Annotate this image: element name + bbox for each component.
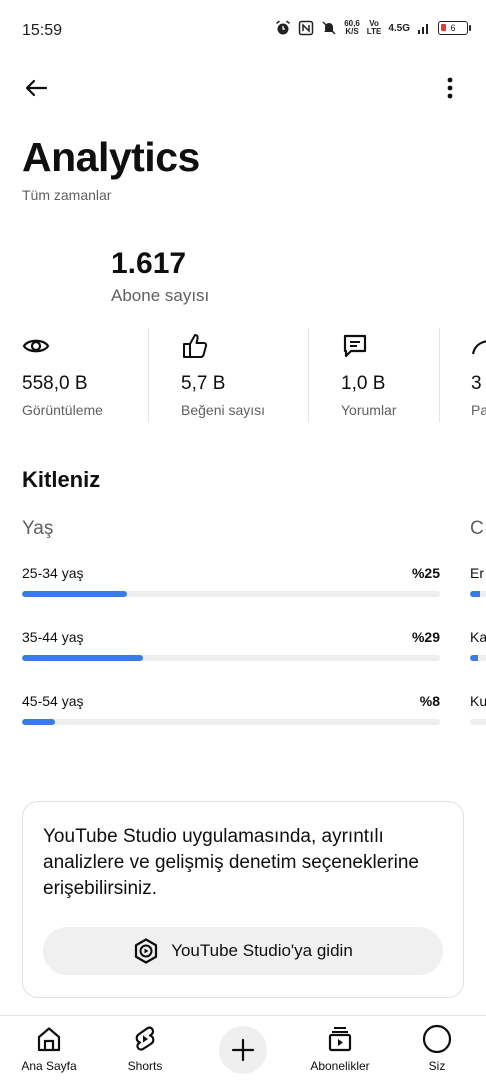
status-icons: 60,6 K/S Vo LTE 4.5G 6 (275, 19, 471, 36)
metric-divider (308, 328, 309, 422)
volte-indicator: Vo LTE (366, 19, 382, 36)
nav-home[interactable]: Ana Sayfa (9, 1016, 89, 1080)
metric-divider (439, 328, 440, 422)
age-percentage: %8 (419, 693, 440, 709)
age-bar-track (22, 591, 440, 597)
gender-bar-track (470, 655, 486, 661)
status-bar: 15:59 60,6 K/S Vo LTE 4.5G 6 (0, 0, 486, 60)
age-bar-track (22, 719, 440, 725)
battery-level: 6 (450, 23, 456, 33)
profile-icon (422, 1024, 452, 1054)
more-vertical-icon (447, 77, 453, 99)
more-options-button[interactable] (434, 72, 466, 104)
gender-bar-track (470, 591, 486, 597)
age-row: 45-54 yaş %8 (22, 693, 440, 733)
nav-subscriptions-label: Abonelikler (310, 1059, 370, 1073)
subscriber-label: Abone sayısı (111, 286, 210, 305)
age-percentage: %29 (411, 629, 440, 645)
arrow-left-icon (25, 79, 48, 97)
age-bar (22, 591, 127, 597)
back-button[interactable] (20, 72, 52, 104)
mute-icon (322, 21, 336, 35)
nav-shorts[interactable]: Shorts (105, 1016, 185, 1080)
metric-label: Yorumlar (341, 402, 397, 418)
home-icon (37, 1027, 61, 1052)
promo-text: YouTube Studio uygulamasında, ayrıntılı … (43, 826, 419, 899)
network-type: 4.5G (388, 22, 410, 34)
gender-row: Ku (470, 693, 486, 733)
age-bar (22, 655, 144, 661)
gender-bar (470, 655, 478, 661)
metric-value: 3 (471, 373, 482, 394)
age-label: 35-44 yaş (22, 629, 84, 645)
comment-icon (343, 334, 367, 358)
subscriber-count: 1.617 (111, 247, 187, 280)
metric-label: Pa (471, 402, 486, 418)
gender-row: Ka (470, 629, 486, 669)
alarm-icon (276, 20, 291, 35)
open-studio-label: YouTube Studio'ya gidin (171, 941, 353, 960)
page-title: Analytics (22, 134, 200, 180)
nfc-icon (298, 20, 314, 36)
age-label: 45-54 yaş (22, 693, 84, 709)
battery-icon: 6 (438, 21, 471, 35)
nav-subscriptions[interactable]: Abonelikler (300, 1016, 380, 1080)
gender-row: Er (470, 565, 486, 605)
metric-label: Görüntüleme (22, 402, 103, 418)
gender-label: Ku (470, 693, 486, 709)
metric-value: 5,7 B (181, 373, 226, 394)
metric-value: 558,0 B (22, 373, 88, 394)
age-row: 35-44 yaş %29 (22, 629, 440, 669)
age-label: 25-34 yaş (22, 565, 84, 581)
top-bar (0, 66, 486, 110)
age-bar-track (22, 655, 440, 661)
bottom-nav: Ana Sayfa Shorts Abonelikler Siz (0, 1015, 486, 1080)
thumbs-up-icon (183, 334, 208, 358)
create-button[interactable] (219, 1026, 267, 1074)
date-range-label: Tüm zamanlar (22, 187, 112, 203)
nav-you[interactable]: Siz (397, 1016, 477, 1080)
age-percentage: %25 (411, 565, 440, 581)
age-bar (22, 719, 56, 725)
share-icon (471, 340, 486, 355)
gender-bar-track (470, 719, 486, 725)
signal-icon (418, 24, 428, 34)
metric-label: Beğeni sayısı (181, 402, 266, 418)
nav-you-label: Siz (428, 1059, 446, 1073)
eye-icon (22, 339, 50, 353)
youtube-studio-icon (135, 938, 158, 964)
gender-label: Er (470, 565, 484, 581)
audience-title: Kitleniz (22, 467, 101, 492)
nav-home-label: Ana Sayfa (21, 1059, 77, 1073)
metric-shares[interactable]: 3 Pa (471, 328, 486, 422)
shorts-icon (135, 1026, 155, 1051)
gender-label: Ka (470, 629, 486, 645)
speed-indicator: 60,6 K/S (344, 19, 360, 36)
nav-shorts-label: Shorts (127, 1059, 163, 1073)
plus-icon (231, 1038, 255, 1062)
gender-bar (470, 591, 480, 597)
gender-title: C (470, 518, 484, 539)
status-time: 15:59 (22, 22, 63, 39)
subscriptions-icon (328, 1027, 352, 1052)
metric-value: 1,0 B (341, 373, 386, 394)
metric-divider (148, 328, 149, 422)
studio-promo-card: YouTube Studio uygulamasında, ayrıntılı … (22, 801, 464, 998)
age-title: Yaş (22, 518, 54, 539)
metrics-row: 558,0 B Görüntüleme 5,7 B Beğeni sayısı … (0, 328, 486, 422)
age-row: 25-34 yaş %25 (22, 565, 440, 605)
open-studio-button[interactable]: YouTube Studio'ya gidin (43, 927, 443, 975)
